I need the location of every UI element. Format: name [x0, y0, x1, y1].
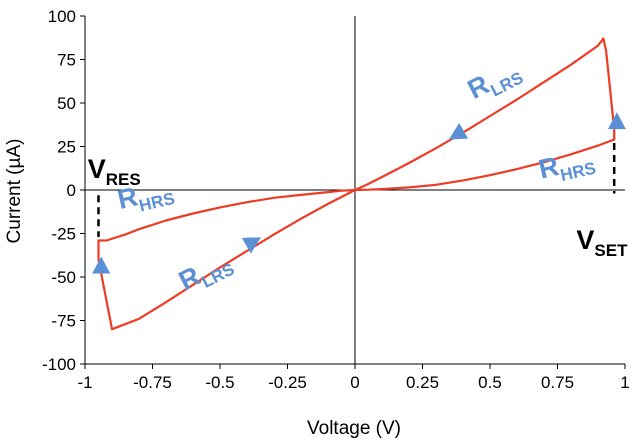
x-tick-label: 1 [620, 373, 629, 392]
y-tick-label: 50 [57, 94, 76, 113]
annotation-v-res: VRES [88, 154, 141, 189]
y-tick-label: 100 [48, 7, 76, 26]
y-tick-label: -100 [42, 355, 76, 374]
arrow-triangle [241, 237, 262, 254]
y-tick-label: -75 [51, 312, 76, 331]
x-tick-label: -0.25 [268, 373, 307, 392]
annotation-r-lrs: RLRS [174, 245, 238, 300]
annotation-r-lrs: RLRS [463, 54, 527, 109]
curve-layer [97, 37, 616, 331]
arrow-layer [92, 112, 626, 274]
y-tick-label: 25 [57, 138, 76, 157]
iv-curve [97, 37, 616, 331]
direction-arrow [607, 112, 626, 130]
x-tick-label: 0 [350, 373, 359, 392]
direction-arrow [448, 123, 469, 140]
arrow-triangle [448, 123, 469, 140]
x-tick-label: 0.75 [541, 373, 574, 392]
y-tick-label: 0 [67, 181, 76, 200]
x-tick-label: -0.75 [133, 373, 172, 392]
x-tick-label: 0.25 [406, 373, 439, 392]
x-axis-label: Voltage (V) [307, 418, 401, 439]
annotation-v-set: VSET [576, 225, 628, 260]
x-tick-label: -0.5 [205, 373, 234, 392]
y-tick-label: -25 [51, 225, 76, 244]
direction-arrow [241, 237, 262, 254]
marker-layer [97, 143, 616, 237]
annotation-r-hrs: RHRS [536, 143, 598, 190]
y-tick-label: -50 [51, 268, 76, 287]
x-tick-label: 0.5 [478, 373, 502, 392]
arrow-triangle [607, 112, 626, 130]
x-tick-label: -1 [77, 373, 92, 392]
arrow-triangle [92, 256, 111, 274]
y-tick-label: 75 [57, 51, 76, 70]
direction-arrow [92, 256, 111, 274]
axes: -1 -0.75 -0.5 -0.25 0 0.25 0.5 0.75 1 -100 -75 -50 -… [42, 7, 630, 392]
y-axis-label: Current (µA) [4, 139, 25, 244]
